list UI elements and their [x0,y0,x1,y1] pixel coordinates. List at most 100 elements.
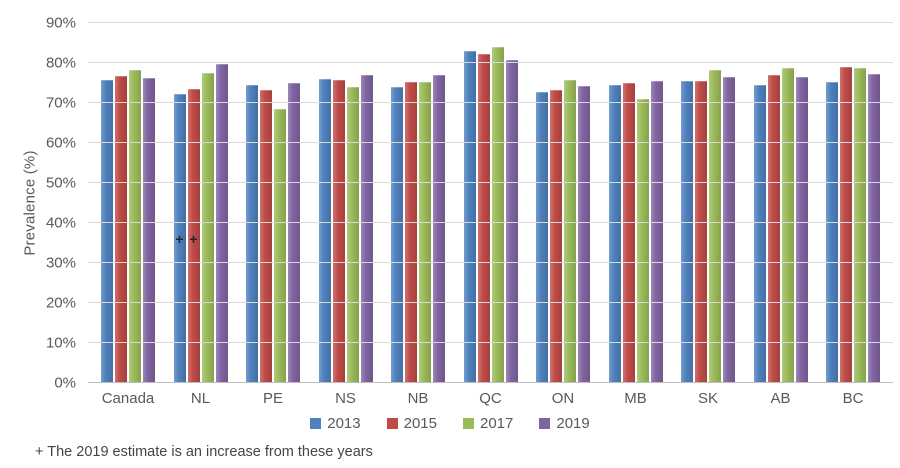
x-category-label-sk: SK [697,390,719,407]
bar-groups: Canada NL + + PE NS NB QC ON MB SK AB BC [88,23,893,407]
legend-swatch-2013 [310,418,322,429]
bar-2013-mb [608,84,621,383]
x-category-label-bc: BC [842,390,864,407]
bar-2017-canada [129,70,141,383]
bar-2017-ab [781,68,794,383]
x-category-label-nb: NB [407,390,429,407]
x-category-label-ns: NS [335,390,356,407]
bar-group-on: ON [536,23,590,407]
legend-swatch-2019 [539,418,551,429]
y-axis-tick-labels: 0% 10% 20% 30% 40% 50% 60% 70% 80% 90% [38,16,82,391]
gridline-10 [88,342,893,344]
bar-2019-mb [650,81,663,383]
legend-label-2019: 2019 [556,415,590,432]
bar-2013-ns [318,79,331,383]
legend-item-2015: 2015 [386,415,437,432]
bar-2019-sk [723,77,735,383]
bar-group-qc: QC [463,23,518,407]
bar-2017-bc [854,67,866,383]
bar-group-sk: SK [681,23,735,407]
bar-group-nb: NB [391,23,445,407]
bar-2015-canada [115,75,127,383]
bar-2015-pe [260,90,272,383]
bar-group-canada: Canada [101,23,155,407]
bar-2019-ns [360,75,373,383]
y-tick-label-60: 60% [45,134,76,152]
legend-item-2013: 2013 [310,415,361,432]
bar-group-pe: PE [246,23,300,407]
y-tick-label-80: 80% [45,54,76,72]
gridline-20 [88,302,893,304]
bar-2017-on [564,80,576,383]
bar-2017-mb [636,99,649,383]
x-axis-baseline [88,382,893,383]
x-category-label-ab: AB [770,390,791,407]
gridline-40 [88,222,893,224]
bar-2017-ns [346,87,359,383]
bar-2015-sk [695,81,707,383]
x-category-label-mb: MB [624,390,647,407]
bar-2013-on [536,91,548,383]
gridline-30 [88,262,893,263]
significance-marker-2013-nl: + [175,231,184,247]
bar-2013-canada [101,80,113,383]
bar-group-bc: BC [826,23,880,407]
bar-2015-qc [477,53,490,383]
y-tick-label-10: 10% [45,334,76,352]
bar-2017-nl [201,73,214,383]
gridline-80 [88,62,893,64]
y-tick-label-0: 0% [54,374,76,392]
bar-2013-pe [246,84,258,383]
bar-2013-bc [826,81,838,383]
y-tick-label-90: 90% [45,14,76,32]
gridline-90 [88,22,893,23]
x-category-label-nl: NL [190,390,211,407]
y-tick-label-20: 20% [45,294,76,312]
bar-2015-nb [405,82,417,383]
bar-2017-pe [274,109,286,383]
bar-group-nl: NL + + [173,23,228,407]
bar-2015-bc [840,67,852,383]
bar-2013-qc [463,51,476,383]
x-category-label-on: ON [551,390,575,407]
bar-2017-sk [709,70,721,383]
bar-group-mb: MB [608,23,663,407]
legend-label-2017: 2017 [480,415,514,432]
y-axis-title: Prevalence (%) [21,150,39,256]
bar-2013-nb [391,87,403,383]
legend-item-2017: 2017 [463,416,513,431]
plot-area: Canada NL + + PE NS NB QC ON MB SK AB BC [88,22,893,407]
y-tick-label-50: 50% [45,174,76,192]
bar-2019-ab [795,77,808,383]
legend-swatch-2015 [386,418,398,429]
bar-2017-nb [419,81,431,383]
gridline-50 [88,182,893,183]
legend-label-2013: 2013 [327,415,361,432]
legend-label-2015: 2015 [403,415,437,432]
bar-group-ab: AB [753,23,808,407]
bar-2019-pe [288,83,300,383]
bar-2019-bc [868,74,880,383]
bar-2013-sk [681,81,693,383]
legend-swatch-2017 [463,418,474,429]
bar-2015-nl [187,89,200,383]
significance-marker-2015-nl: + [189,231,198,247]
gridline-60 [88,142,893,143]
y-tick-label-70: 70% [45,94,76,112]
bar-2015-on [550,90,562,383]
x-category-label-pe: PE [262,390,284,407]
bar-2015-mb [622,82,635,383]
bar-2019-nl [215,64,228,383]
y-tick-label-30: 30% [45,254,76,272]
legend: 2013 2015 2017 2019 [0,416,900,431]
bar-2019-canada [143,77,155,383]
bar-2013-ab [753,84,766,383]
footnote: + The 2019 estimate is an increase from … [35,444,373,460]
x-category-label-canada: Canada [101,390,155,407]
gridline-70 [88,102,893,103]
y-tick-label-40: 40% [45,214,76,232]
legend-item-2019: 2019 [539,415,590,432]
bar-2019-nb [433,74,445,383]
bar-group-ns: NS [318,23,373,407]
